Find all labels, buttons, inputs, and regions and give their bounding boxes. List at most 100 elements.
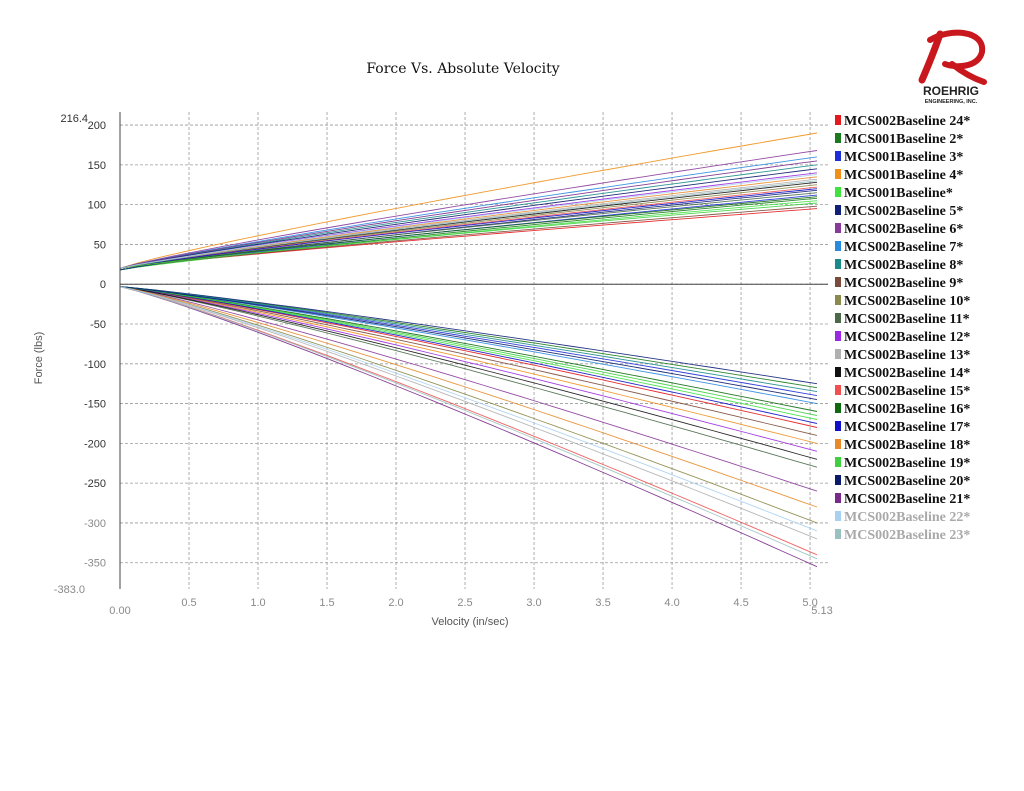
legend-label: MCS002Baseline 9* (844, 276, 963, 291)
legend-label: MCS002Baseline 22* (844, 510, 970, 525)
legend-label: MCS002Baseline 21* (844, 492, 970, 507)
series-line-rebound (119, 168, 818, 269)
legend-item[interactable]: MCS002Baseline 19* (835, 456, 970, 471)
x-tick-label: 1.0 (250, 597, 265, 609)
series-line-compression (119, 286, 818, 468)
legend-item[interactable]: MCS002Baseline 24* (835, 114, 970, 129)
y-axis-max-label: 216.4 (60, 113, 88, 125)
series-line-rebound (119, 184, 818, 269)
legend-item[interactable]: MCS001Baseline 2* (835, 132, 963, 147)
legend-label: MCS001Baseline 3* (844, 150, 963, 165)
legend-item[interactable]: MCS002Baseline 12* (835, 330, 970, 345)
legend-item[interactable]: MCS001Baseline* (835, 186, 953, 201)
x-axis-min-label: 0.00 (109, 605, 130, 617)
legend-label: MCS002Baseline 16* (844, 402, 970, 417)
legend-swatch (835, 529, 841, 539)
series-line-rebound (119, 156, 818, 269)
legend-item[interactable]: MCS002Baseline 9* (835, 276, 963, 291)
series-line-rebound (119, 160, 818, 269)
legend-label: MCS002Baseline 19* (844, 456, 970, 471)
series-line-rebound (119, 164, 818, 269)
series-line-rebound (119, 196, 818, 269)
legend-swatch (835, 133, 841, 143)
legend-swatch (835, 313, 841, 323)
legend-item[interactable]: MCS002Baseline 14* (835, 366, 970, 381)
series-line-compression (119, 286, 818, 389)
legend-label: MCS002Baseline 6* (844, 222, 963, 237)
legend-item[interactable]: MCS002Baseline 21* (835, 492, 970, 507)
x-tick-label: 2.0 (388, 597, 403, 609)
y-tick-label: 100 (88, 200, 106, 212)
legend-item[interactable]: MCS001Baseline 3* (835, 150, 963, 165)
legend-item[interactable]: MCS002Baseline 17* (835, 420, 970, 435)
legend-item[interactable]: MCS002Baseline 18* (835, 438, 970, 453)
legend-item[interactable]: MCS002Baseline 13* (835, 348, 970, 363)
legend-item[interactable]: MCS002Baseline 10* (835, 294, 970, 309)
legend-label: MCS002Baseline 7* (844, 240, 963, 255)
y-axis-ticks: 200 150 100 50 0 -50 -100 -150 -200 -250 -300 -350 (84, 120, 106, 570)
legend-item[interactable]: MCS002Baseline 16* (835, 402, 970, 417)
legend-item[interactable]: MCS002Baseline 23* (835, 528, 970, 543)
series-line-compression (119, 286, 818, 508)
series-line-compression (119, 286, 818, 560)
series-line-compression (119, 286, 818, 397)
series-line-rebound (119, 192, 818, 269)
y-tick-label: -350 (84, 558, 106, 570)
roehrig-logo: ROEHRIG ENGINEERING, INC. (918, 29, 987, 105)
legend-item[interactable]: MCS002Baseline 20* (835, 474, 970, 489)
series-line-compression (119, 286, 818, 460)
y-tick-label: -250 (84, 478, 106, 490)
series-line-compression (119, 286, 818, 412)
legend-swatch (835, 187, 841, 197)
series-line-compression (119, 286, 818, 428)
x-tick-label: 0.5 (181, 597, 196, 609)
axes (119, 112, 828, 589)
series-line-rebound (119, 150, 818, 269)
logo-company-name: ROEHRIG (923, 84, 979, 98)
legend: MCS002Baseline 24* MCS001Baseline 2* MCS00… (835, 114, 970, 543)
series-line-compression (119, 286, 818, 444)
x-tick-label: 3.0 (526, 597, 541, 609)
legend-swatch (835, 421, 841, 431)
legend-swatch (835, 439, 841, 449)
series-lines (119, 132, 818, 568)
legend-swatch (835, 223, 841, 233)
x-axis-max-label: 5.13 (811, 605, 832, 617)
legend-item[interactable]: MCS002Baseline 7* (835, 240, 963, 255)
legend-swatch (835, 493, 841, 503)
legend-swatch (835, 115, 841, 125)
legend-item[interactable]: MCS002Baseline 22* (835, 510, 970, 525)
legend-label: MCS002Baseline 15* (844, 384, 970, 399)
legend-label: MCS002Baseline 11* (844, 312, 970, 327)
legend-swatch (835, 277, 841, 287)
series-line-compression (119, 286, 818, 416)
legend-swatch (835, 367, 841, 377)
x-tick-label: 4.0 (664, 597, 679, 609)
series-line-compression (119, 286, 818, 420)
legend-swatch (835, 475, 841, 485)
legend-label: MCS002Baseline 10* (844, 294, 970, 309)
y-tick-label: 150 (88, 160, 106, 172)
x-tick-label: 4.5 (733, 597, 748, 609)
legend-item[interactable]: MCS001Baseline 4* (835, 168, 963, 183)
logo-r-mark (918, 29, 987, 85)
legend-item[interactable]: MCS002Baseline 5* (835, 204, 963, 219)
legend-swatch (835, 241, 841, 251)
legend-label: MCS002Baseline 18* (844, 438, 970, 453)
legend-item[interactable]: MCS002Baseline 15* (835, 384, 970, 399)
series-line-compression (119, 286, 818, 424)
legend-label: MCS002Baseline 24* (844, 114, 970, 129)
legend-swatch (835, 349, 841, 359)
legend-label: MCS002Baseline 8* (844, 258, 963, 273)
legend-label: MCS002Baseline 5* (844, 204, 963, 219)
x-tick-label: 3.5 (595, 597, 610, 609)
y-tick-label: -150 (84, 399, 106, 411)
series-line-compression (119, 286, 818, 405)
legend-item[interactable]: MCS002Baseline 8* (835, 258, 963, 273)
legend-label: MCS001Baseline* (844, 186, 953, 201)
legend-item[interactable]: MCS002Baseline 6* (835, 222, 963, 237)
legend-swatch (835, 385, 841, 395)
legend-item[interactable]: MCS002Baseline 11* (835, 312, 970, 327)
legend-label: MCS002Baseline 14* (844, 366, 970, 381)
